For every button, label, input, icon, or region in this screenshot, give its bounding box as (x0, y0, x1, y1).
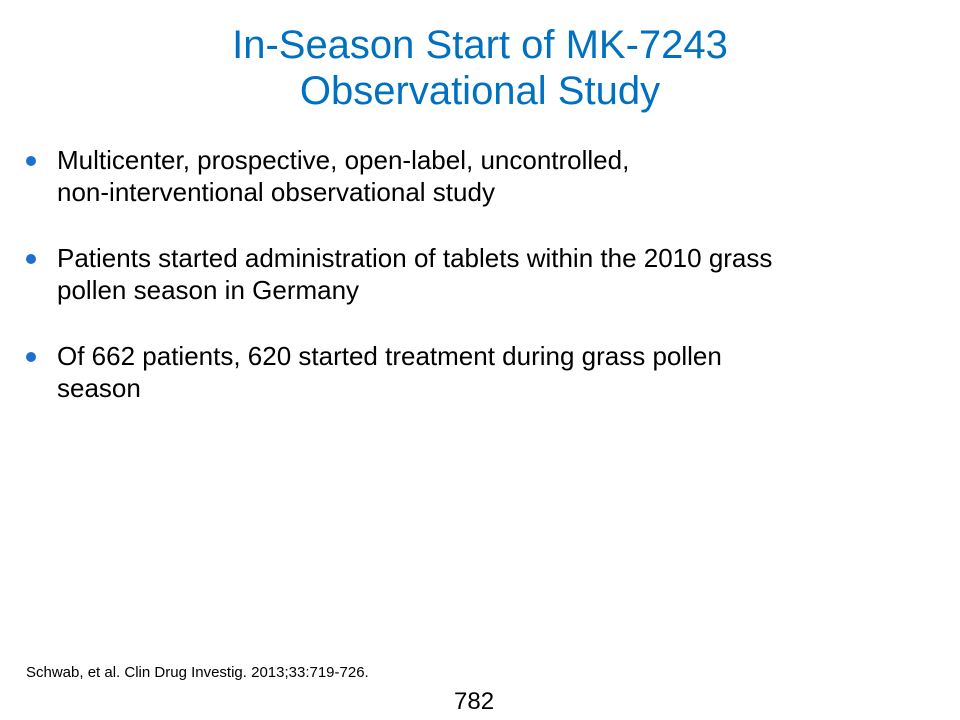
page-number: 782 (454, 688, 495, 715)
bullet-dot-icon (26, 352, 36, 362)
bullet-text-line-2: pollen season in Germany (57, 275, 360, 305)
slide-title-line-1: In-Season Start of MK-7243 (232, 23, 728, 67)
bullet-text-line-1: Patients started administration of table… (57, 243, 773, 273)
citation: Schwab, et al. Clin Drug Investig. 2013;… (26, 664, 369, 681)
bullet-text-line-2: non-interventional observational study (57, 177, 495, 207)
bullet-item: Patients started administration of table… (26, 242, 946, 306)
bullet-text-line-2: season (57, 373, 141, 403)
bullet-text-line-1: Of 662 patients, 620 started treatment d… (57, 341, 722, 371)
slide-title: In-Season Start of MK-7243 Observational… (0, 22, 960, 114)
slide-title-line-2: Observational Study (299, 69, 661, 113)
bullet-text-line-1: Multicenter, prospective, open-label, un… (57, 145, 630, 175)
bullet-item: Multicenter, prospective, open-label, un… (26, 144, 946, 208)
bullet-item: Of 662 patients, 620 started treatment d… (26, 340, 946, 404)
bullet-dot-icon (26, 254, 36, 264)
bullet-dot-icon (26, 156, 36, 166)
bullet-list: Multicenter, prospective, open-label, un… (26, 144, 946, 438)
